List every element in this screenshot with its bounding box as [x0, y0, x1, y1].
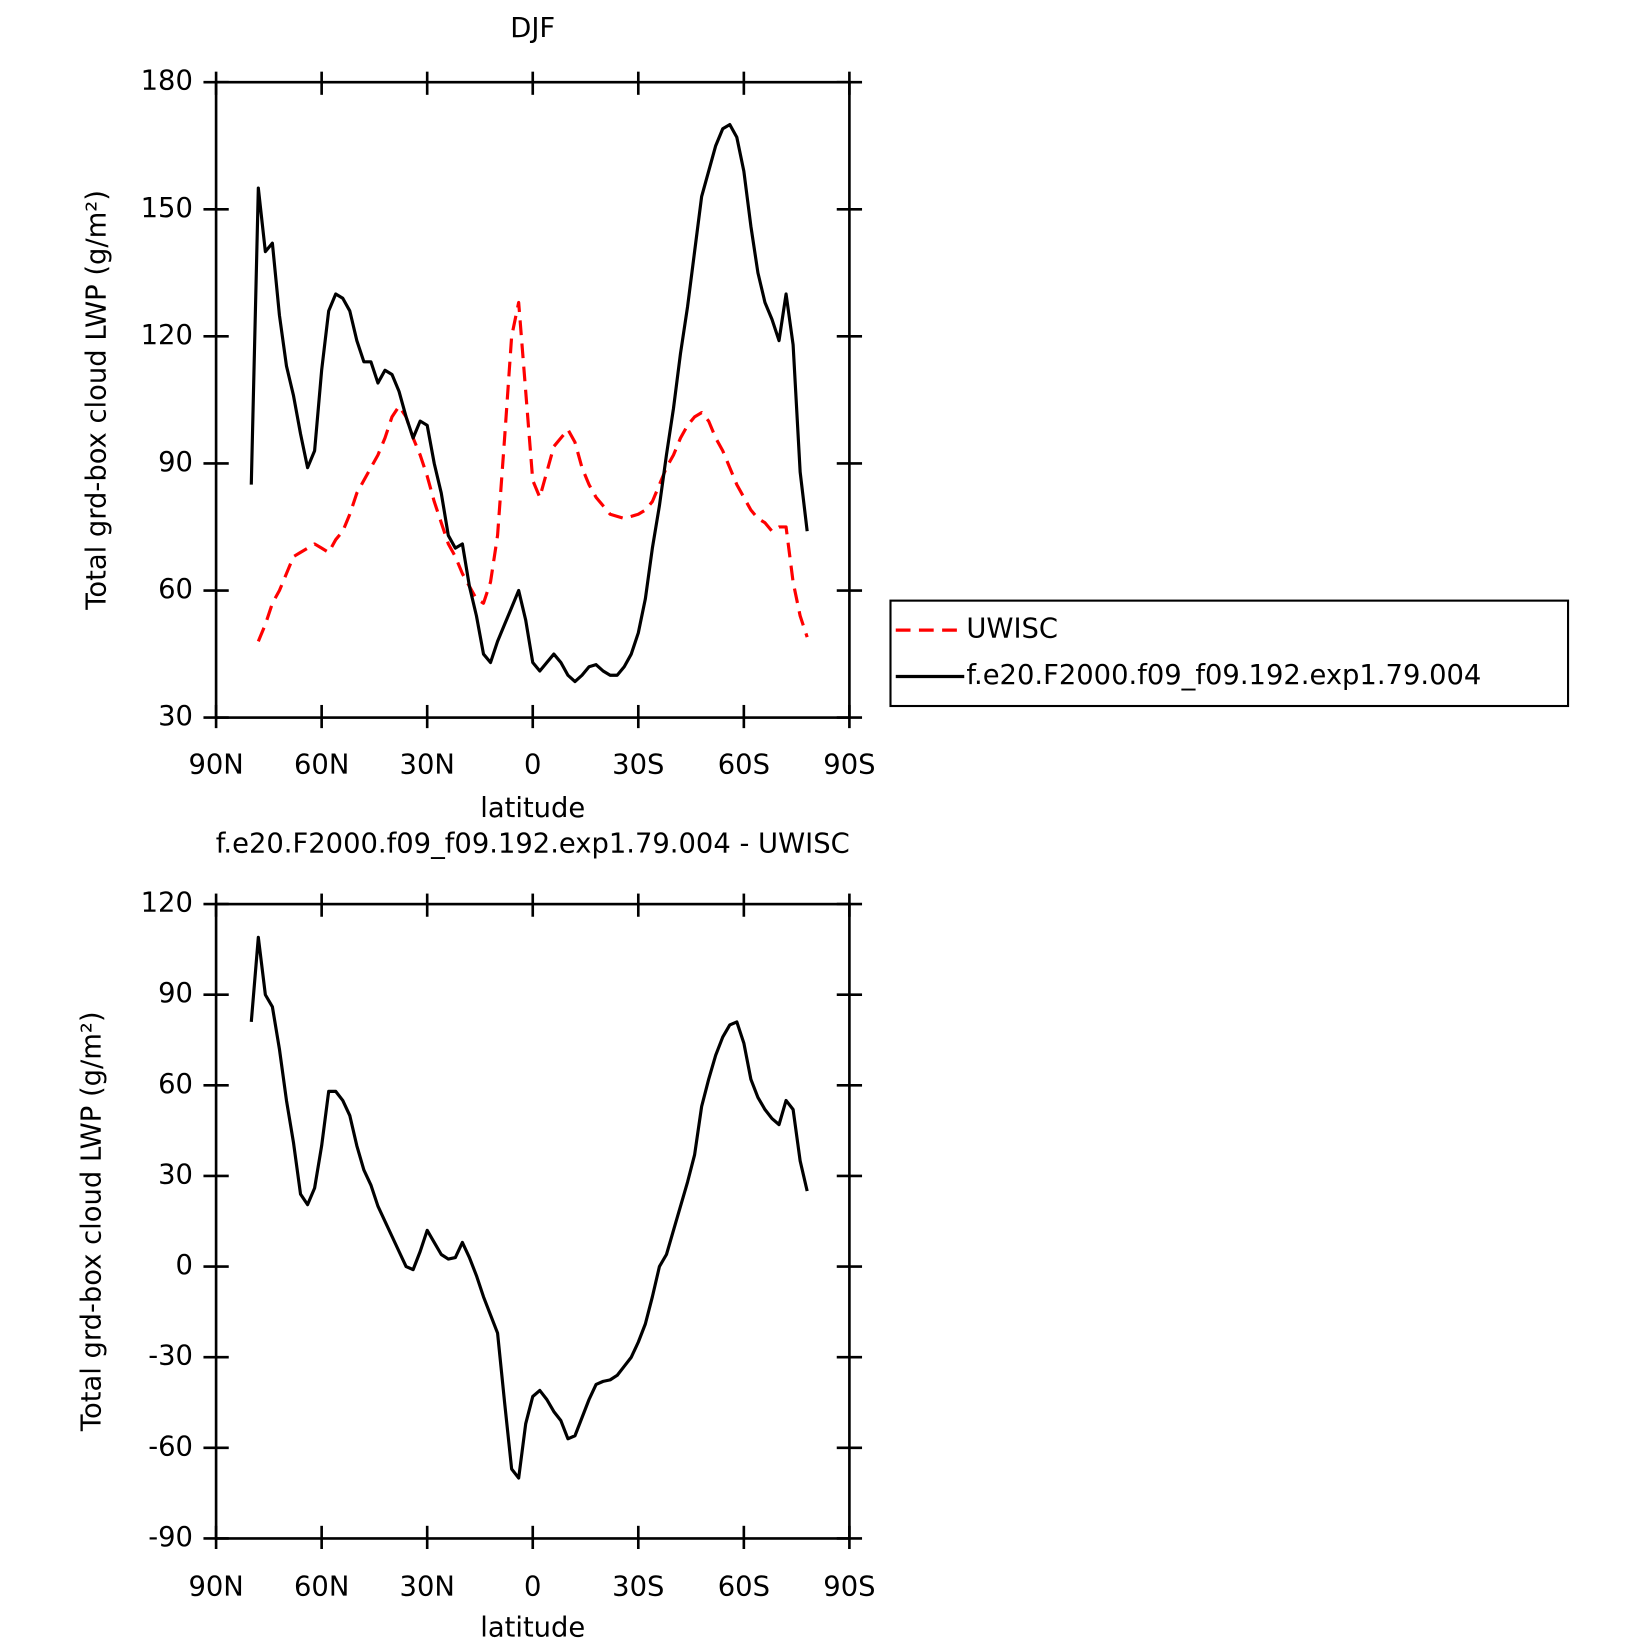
y-tick-label: 60: [158, 574, 193, 605]
x-axis-label: latitude: [480, 1613, 585, 1644]
x-axis-label: latitude: [480, 793, 585, 824]
y-tick-label: -30: [148, 1341, 193, 1372]
x-tick-label: 60N: [294, 1571, 349, 1602]
data-line: [249, 935, 809, 1480]
x-tick-label: 60N: [294, 750, 349, 781]
chart-title: DJF: [510, 13, 555, 44]
y-tick-label: 120: [141, 320, 193, 351]
x-tick-label: 60S: [718, 750, 770, 781]
y-tick-label: 150: [141, 193, 193, 224]
y-tick-label: 0: [175, 1250, 192, 1281]
x-tick-label: 90N: [188, 1571, 243, 1602]
x-tick-label: 90S: [823, 750, 875, 781]
x-tick-label: 90N: [188, 750, 243, 781]
data-line: [256, 300, 809, 642]
y-tick-label: -60: [148, 1431, 193, 1462]
plot-frame: [214, 80, 851, 719]
chart-title: f.e20.F2000.f09_f09.192.exp1.79.004 - UW…: [216, 829, 850, 860]
x-tick-label: 30S: [612, 1571, 664, 1602]
legend-box: [889, 599, 1570, 708]
y-tick-label: 90: [158, 978, 193, 1009]
x-tick-label: 90S: [823, 1571, 875, 1602]
x-tick-label: 60S: [718, 1571, 770, 1602]
data-line: [249, 122, 809, 684]
legend-label: UWISC: [966, 614, 1058, 645]
x-tick-label: 0: [524, 750, 541, 781]
y-axis-label: Total grd-box cloud LWP (g/m²): [76, 1011, 107, 1432]
x-tick-label: 0: [524, 1571, 541, 1602]
y-axis-label: Total grd-box cloud LWP (g/m²): [82, 190, 113, 611]
y-tick-label: 30: [158, 1159, 193, 1190]
y-tick-label: 30: [158, 701, 193, 732]
y-tick-label: 90: [158, 447, 193, 478]
y-tick-label: 120: [141, 888, 193, 919]
legend-label: f.e20.F2000.f09_f09.192.exp1.79.004: [966, 660, 1481, 691]
x-tick-label: 30N: [400, 750, 455, 781]
y-tick-label: -90: [148, 1522, 193, 1553]
x-tick-label: 30N: [400, 1571, 455, 1602]
y-tick-label: 180: [141, 66, 193, 97]
x-tick-label: 30S: [612, 750, 664, 781]
plot-frame: [214, 902, 851, 1540]
y-tick-label: 60: [158, 1069, 193, 1100]
